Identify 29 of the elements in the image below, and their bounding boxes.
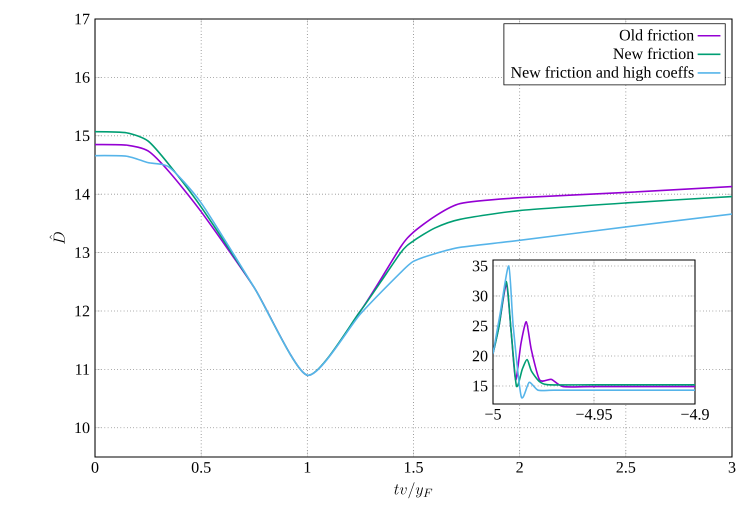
legend-label: Old friction xyxy=(620,29,694,41)
x-tick-label: 0 xyxy=(92,462,98,473)
y-tick-label: 17 xyxy=(75,14,90,24)
y-tick-label: 11 xyxy=(76,364,90,375)
x-tick-label: −4.95 xyxy=(576,408,612,420)
x-tick-label: 2.5 xyxy=(616,462,636,473)
y-tick-label: 16 xyxy=(75,72,90,83)
x-tick-label: 1 xyxy=(304,462,310,473)
x-tick-label: 0.5 xyxy=(192,462,211,473)
x-tick-label: 1.5 xyxy=(404,462,423,473)
y-tick-label: 35 xyxy=(472,260,488,272)
x-tick-label: 3 xyxy=(728,462,736,473)
x-tick-label: −5 xyxy=(485,408,501,420)
y-tick-label: 30 xyxy=(472,290,488,302)
y-tick-label: 12 xyxy=(75,306,90,316)
x-tick-label: 2 xyxy=(516,462,523,473)
x-axis-title: $tv/y_F$ xyxy=(394,482,432,498)
y-tick-label: 15 xyxy=(75,130,90,142)
y-axis-title: $\hat{D}$ xyxy=(49,232,65,244)
y-tick-label: 10 xyxy=(75,422,90,434)
y-tick-label: 14 xyxy=(75,188,90,200)
y-tick-label: 25 xyxy=(472,320,488,332)
y-tick-label: 15 xyxy=(473,380,488,392)
y-tick-label: 13 xyxy=(75,247,90,258)
x-tick-label: −4.9 xyxy=(681,408,709,420)
line-series xyxy=(493,265,695,398)
legend-label: New friction and high coeffs xyxy=(511,66,694,82)
y-tick-label: 20 xyxy=(472,350,488,362)
legend-label: New friction xyxy=(613,48,694,60)
